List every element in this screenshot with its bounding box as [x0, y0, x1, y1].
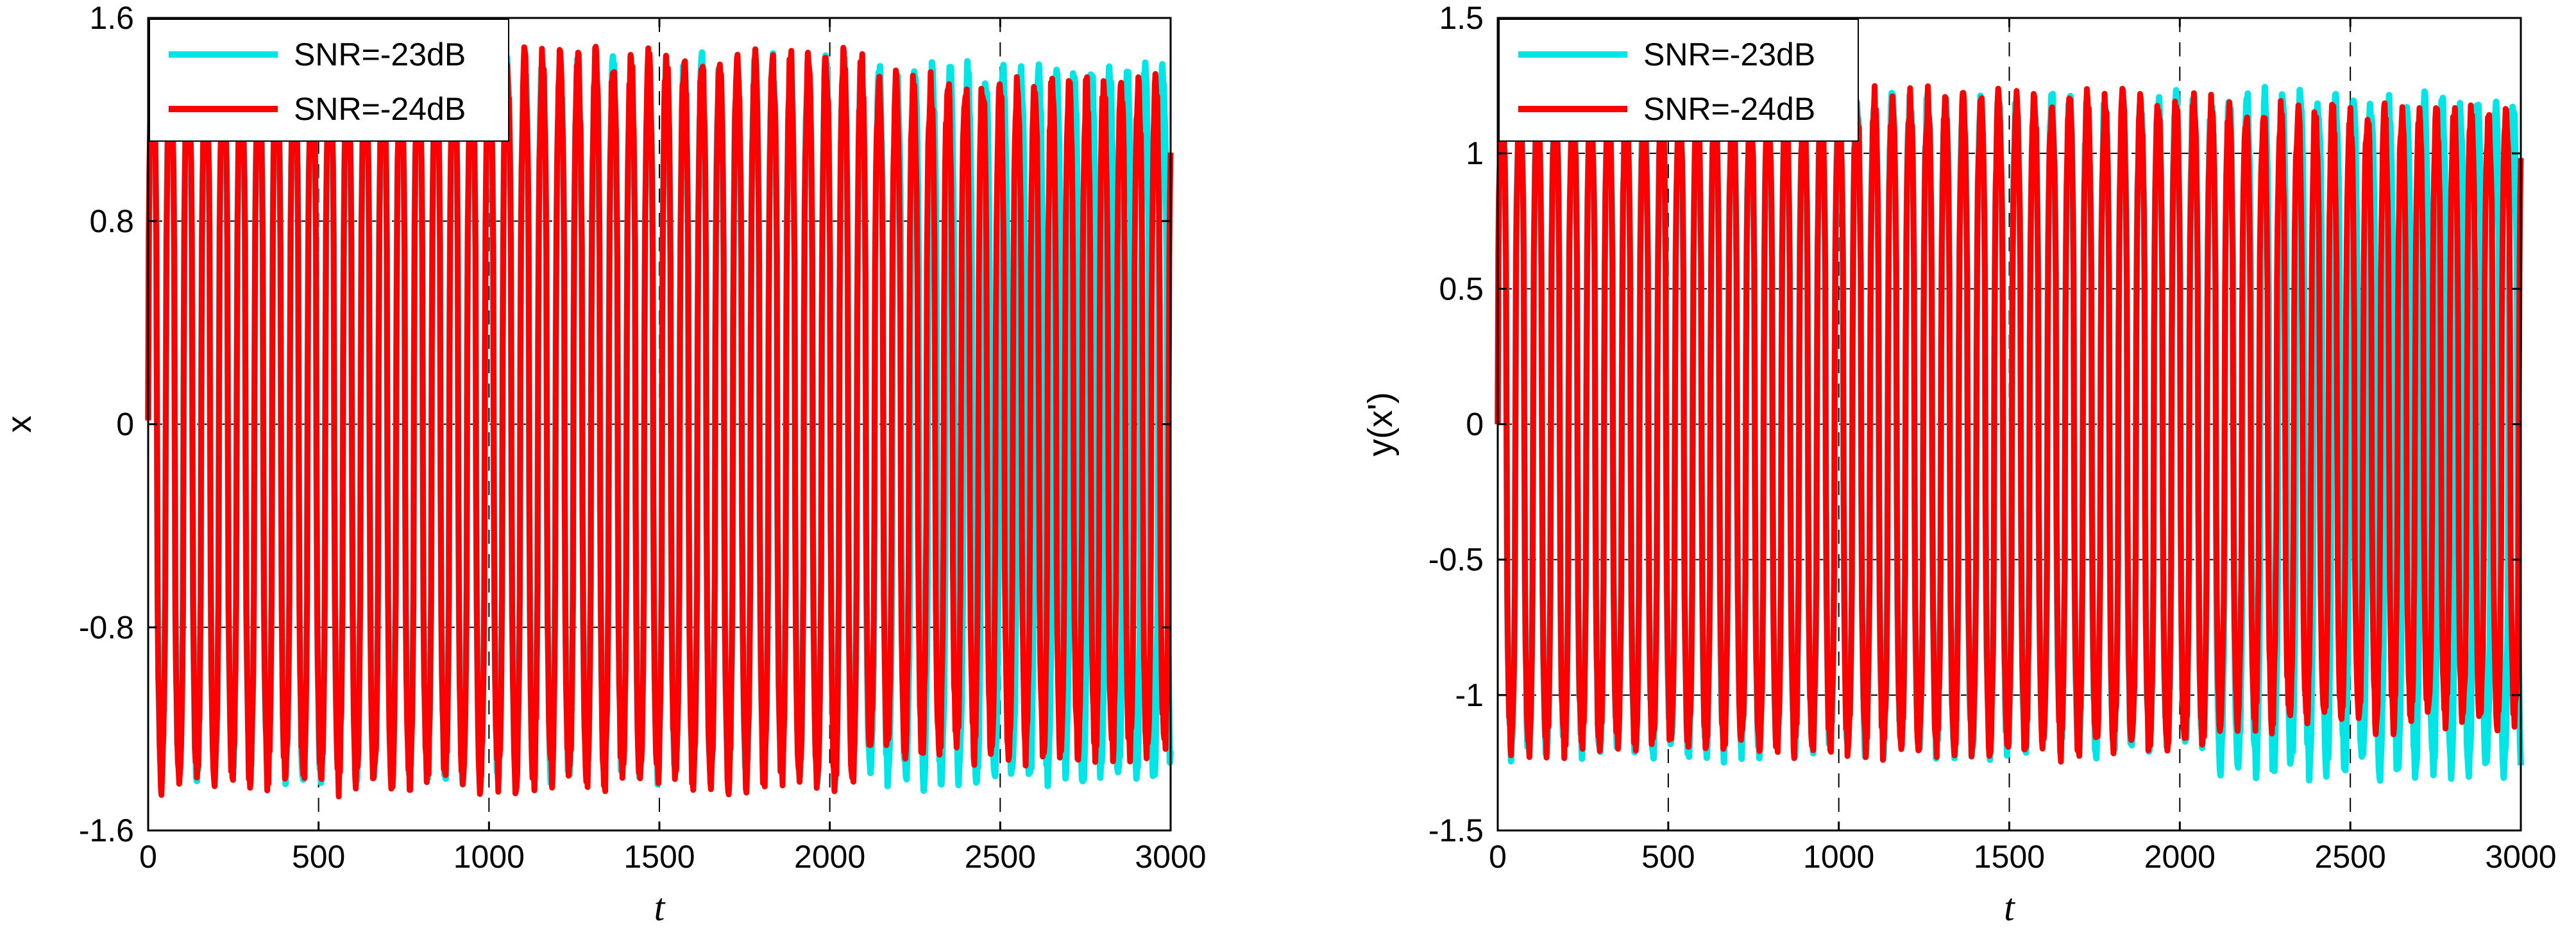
x-axis-label: t: [2004, 886, 2015, 929]
x-tick-label: 2000: [794, 839, 865, 875]
legend-box: [149, 19, 509, 142]
x-tick-label: 3000: [2485, 839, 2556, 875]
legend-label-snr-23: SNR=-23dB: [294, 37, 466, 72]
x-tick-label: 500: [1641, 839, 1695, 875]
x-tick-label: 1000: [453, 839, 525, 875]
x-tick-label: 2000: [2144, 839, 2216, 875]
x-ticks: 0 500 1000 1500 2000 2500 3000: [139, 18, 1207, 875]
x-tick-label: 2500: [965, 839, 1036, 875]
x-ticks: 0 500 1000 1500 2000 2500 3000: [1489, 18, 2557, 875]
y-tick-label: -1.5: [1428, 813, 1484, 848]
y-ticks: -1.5 -1 -0.5 0 0.5 1 1.5: [1428, 0, 2521, 848]
series-line-snr-24: [145, 42, 1174, 800]
legend-label-snr-24: SNR=-24dB: [1643, 91, 1815, 127]
chart-y-vs-t: 0 500 1000 1500 2000 2500 3000 -1.5 -1 -0.5 0 0.5 1…: [1361, 0, 2557, 929]
legend-label-snr-24: SNR=-24dB: [294, 91, 466, 127]
y-axis-label: y(x'): [1361, 392, 1400, 456]
x-tick-label: 500: [292, 839, 345, 875]
series-group: [145, 42, 1174, 800]
y-tick-label: -0.5: [1428, 542, 1484, 578]
x-tick-label: 0: [139, 839, 157, 875]
legend: SNR=-23dB SNR=-24dB: [149, 19, 509, 142]
x-tick-label: 1500: [623, 839, 695, 875]
legend-label-snr-23: SNR=-23dB: [1643, 37, 1815, 72]
y-tick-label: -1: [1455, 677, 1484, 713]
y-axis-label: x: [0, 416, 38, 433]
x-tick-label: 0: [1489, 839, 1507, 875]
x-axis-label: t: [654, 886, 666, 929]
x-tick-label: 2500: [2315, 839, 2386, 875]
y-tick-label: 0: [116, 407, 134, 442]
legend: SNR=-23dB SNR=-24dB: [1498, 19, 1859, 142]
x-tick-label: 1500: [1974, 839, 2045, 875]
y-tick-label: 0: [1466, 407, 1484, 442]
y-ticks: -1.6 -0.8 0 0.8 1.6: [79, 0, 1171, 848]
y-tick-label: -1.6: [79, 813, 134, 848]
y-tick-label: 0.8: [89, 203, 134, 239]
x-tick-label: 1000: [1803, 839, 1874, 875]
legend-box: [1498, 19, 1859, 142]
y-tick-label: 1.5: [1439, 0, 1484, 36]
series-group: [1495, 83, 2524, 784]
y-tick-label: 0.5: [1439, 271, 1484, 307]
y-tick-label: -0.8: [79, 609, 134, 645]
y-tick-label: 1.6: [89, 0, 134, 36]
chart-x-vs-t: 0 500 1000 1500 2000 2500 3000 -1.6 -0.8 0 0.8 1.6…: [0, 0, 1207, 929]
x-tick-label: 3000: [1135, 839, 1206, 875]
y-tick-label: 1: [1466, 135, 1484, 171]
series-line-snr-24: [1495, 83, 2524, 765]
